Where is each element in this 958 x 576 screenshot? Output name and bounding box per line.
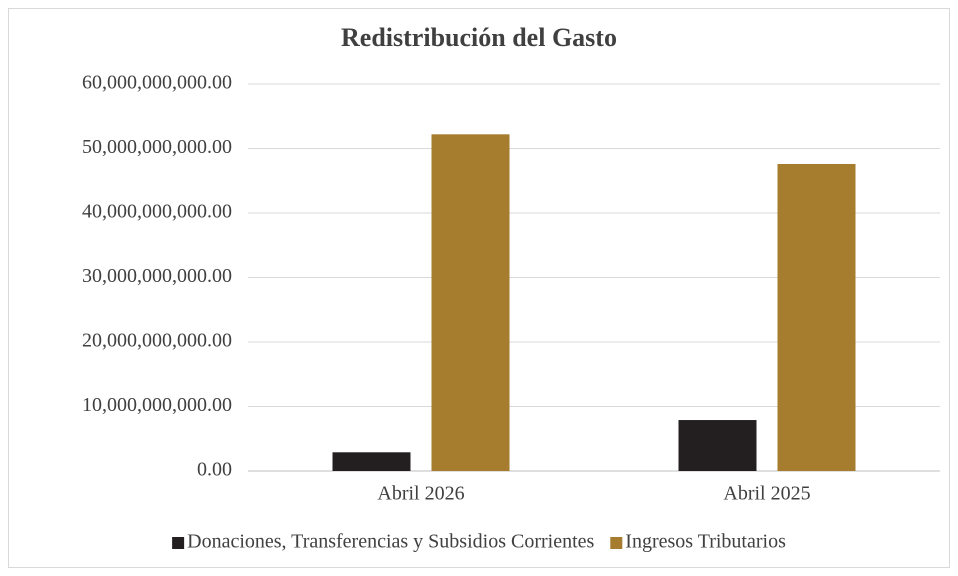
x-tick-label: Abril 2025	[723, 483, 810, 505]
bar	[431, 134, 510, 471]
legend-label: Donaciones, Transferencias y Subsidios C…	[187, 531, 594, 553]
bar	[332, 452, 411, 471]
y-tick-label: 30,000,000,000.00	[82, 265, 232, 287]
bar	[777, 163, 856, 472]
y-tick-label: 40,000,000,000.00	[82, 201, 232, 223]
legend-label: Ingresos Tributarios	[625, 531, 786, 553]
y-tick-label: 60,000,000,000.00	[82, 72, 232, 94]
x-tick-label: Abril 2026	[377, 483, 464, 505]
y-tick-label: 50,000,000,000.00	[82, 136, 232, 158]
legend-swatch	[610, 537, 623, 549]
bar	[678, 420, 757, 471]
chart-title: Redistribución del Gasto	[341, 23, 617, 52]
legend-swatch	[172, 537, 185, 549]
y-tick-label: 0.00	[197, 459, 232, 481]
y-tick-label: 20,000,000,000.00	[82, 330, 232, 352]
y-tick-label: 10,000,000,000.00	[82, 394, 232, 416]
